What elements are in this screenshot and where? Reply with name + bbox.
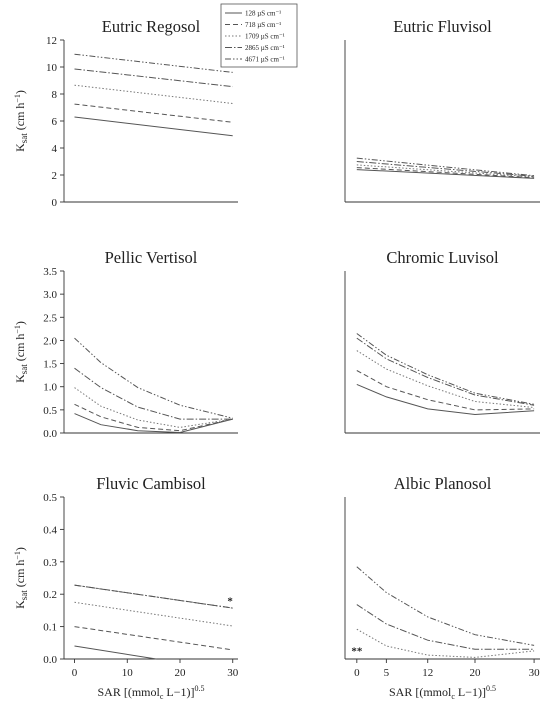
y-tick-label: 1.0 bbox=[43, 382, 57, 394]
legend-label-4: 2865 µS cm⁻¹ bbox=[245, 44, 285, 52]
x-axis-title: SAR [(mmolc L−1)]0.5 bbox=[389, 684, 496, 701]
series-line-3 bbox=[74, 387, 233, 428]
y-tick-label: 3.5 bbox=[43, 266, 57, 278]
y-tick-label: 0.2 bbox=[43, 589, 57, 601]
y-tick-label: 8 bbox=[52, 89, 58, 101]
series-line-4 bbox=[74, 68, 233, 88]
y-tick-label: 0.5 bbox=[43, 492, 57, 504]
significance-marker: * bbox=[227, 596, 233, 608]
y-tick-label: 0.4 bbox=[43, 524, 57, 536]
series-line-2 bbox=[74, 626, 233, 651]
series-line-4 bbox=[356, 161, 535, 177]
significance-marker: ** bbox=[351, 645, 363, 657]
panel-title: Pellic Vertisol bbox=[105, 248, 198, 267]
panel-title: Eutric Regosol bbox=[102, 17, 201, 36]
series-line-2 bbox=[74, 403, 233, 432]
panel-title: Eutric Fluvisol bbox=[393, 17, 492, 36]
legend-label-1: 128 µS cm⁻¹ bbox=[245, 10, 281, 18]
series-line-4 bbox=[356, 604, 535, 650]
x-tick-label: 10 bbox=[122, 667, 134, 679]
series-line-1 bbox=[356, 169, 535, 179]
panel-2: Eutric Fluvisol bbox=[344, 17, 540, 203]
y-tick-label: 3.0 bbox=[43, 289, 57, 301]
y-tick-label: 0 bbox=[52, 197, 58, 209]
y-tick-label: 2 bbox=[52, 170, 58, 182]
series-line-2 bbox=[74, 103, 233, 123]
y-axis-title: Ksat (cm h−1) bbox=[13, 321, 29, 383]
series-line-3 bbox=[356, 164, 535, 178]
legend-items: 128 µS cm⁻¹ 718 µS cm⁻¹ 1709 µS cm⁻¹ 2865 µ… bbox=[225, 10, 285, 64]
x-tick-label: 0 bbox=[354, 667, 360, 679]
y-tick-label: 0.1 bbox=[43, 622, 57, 634]
y-tick-label: 0.0 bbox=[43, 654, 57, 666]
x-tick-label: 0 bbox=[72, 667, 78, 679]
y-tick-label: 1.5 bbox=[43, 359, 57, 371]
panel-title: Fluvic Cambisol bbox=[96, 474, 206, 493]
panel-title: Chromic Luvisol bbox=[386, 248, 499, 267]
series-line-4 bbox=[356, 337, 535, 406]
panel-1: Eutric Regosol 0 2 4 6 8 10 12 Ksat (cm h−1) bbox=[13, 17, 238, 209]
series-line-3 bbox=[74, 84, 233, 104]
y-tick-label: 2.0 bbox=[43, 335, 57, 347]
series-line-1 bbox=[356, 383, 535, 416]
series-line-2 bbox=[356, 370, 535, 411]
series-line-4 bbox=[74, 367, 233, 420]
series-line-3 bbox=[356, 628, 535, 658]
x-tick-label: 5 bbox=[384, 667, 390, 679]
y-tick-label: 6 bbox=[52, 116, 58, 128]
y-axis-title: Ksat (cm h−1) bbox=[13, 547, 29, 609]
y-tick-label: 4 bbox=[52, 143, 58, 155]
y-axis-title: Ksat (cm h−1) bbox=[13, 90, 29, 152]
series-line-5 bbox=[356, 333, 535, 405]
panel-4: Chromic Luvisol bbox=[344, 248, 540, 434]
series-line-3 bbox=[74, 601, 233, 627]
series-line-5 bbox=[74, 584, 233, 609]
series-line-1 bbox=[74, 645, 157, 660]
legend-label-5: 4671 µS cm⁻¹ bbox=[245, 56, 285, 64]
y-tick-label: 0.0 bbox=[43, 428, 57, 440]
series-line-1 bbox=[74, 413, 233, 434]
x-tick-label: 12 bbox=[422, 667, 433, 679]
y-tick-label: 10 bbox=[46, 62, 58, 74]
x-tick-label: 30 bbox=[529, 667, 541, 679]
x-tick-label: 20 bbox=[470, 667, 482, 679]
y-tick-label: 0.3 bbox=[43, 557, 57, 569]
series-line-1 bbox=[74, 116, 233, 137]
x-axis-title: SAR [(mmolc L−1)]0.5 bbox=[98, 684, 205, 701]
legend-label-2: 718 µS cm⁻¹ bbox=[245, 21, 281, 29]
y-tick-label: 12 bbox=[46, 35, 57, 47]
legend-box bbox=[220, 3, 298, 68]
panel-5: Fluvic Cambisol 0.0 0.1 0.2 0.3 0.4 0.5 Ksat (c… bbox=[13, 474, 239, 701]
panel-6: Albic Planosol 0 5 12 20 30 SAR [(mmolc L−1)]0… bbox=[344, 474, 541, 701]
x-tick-label: 20 bbox=[175, 667, 187, 679]
series-line-5 bbox=[356, 566, 535, 646]
y-tick-label: 0.5 bbox=[43, 405, 57, 417]
x-tick-label: 30 bbox=[227, 667, 239, 679]
legend-label-3: 1709 µS cm⁻¹ bbox=[245, 33, 285, 41]
series-line-2 bbox=[356, 167, 535, 179]
legend: 128 µS cm⁻¹ 718 µS cm⁻¹ 1709 µS cm⁻¹ 2865 µ… bbox=[220, 3, 298, 68]
panel-title: Albic Planosol bbox=[394, 474, 492, 493]
panel-3: Pellic Vertisol 0.0 0.5 1.0 1.5 2.0 2.5 3.0 3.5 K… bbox=[13, 248, 238, 440]
y-tick-label: 2.5 bbox=[43, 312, 57, 324]
series-line-5 bbox=[74, 53, 233, 73]
series-line-5 bbox=[74, 337, 233, 419]
